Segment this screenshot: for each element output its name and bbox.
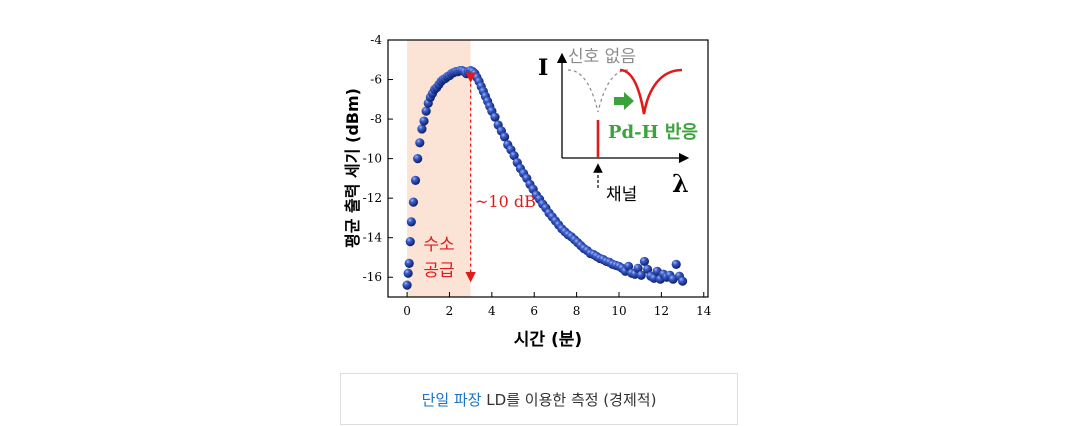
data-points [402,66,688,290]
no-signal-curve [567,69,629,113]
data-point [402,280,412,290]
data-point [413,154,423,164]
y-tick-label: -16 [363,270,382,284]
inset-wavelength-label: λ [672,169,689,198]
data-point [410,175,421,185]
data-point [643,264,653,274]
peak-to-floor-label: ~10 dB [475,192,536,211]
x-tick-label: 4 [488,304,496,318]
data-point [417,124,427,134]
inset-intensity-label: I [538,55,548,81]
figure-caption: 단일 파장 LD를 이용한 측정 (경제적) [340,373,738,425]
data-point [403,268,413,278]
x-tick-label: 10 [611,304,626,318]
chart-figure: 0 2 4 6 8 10 12 14-4-6-8-10-12-14-16 ~10 dB 수소 … [343,33,712,350]
caption-highlight: 단일 파장 [421,390,482,409]
x-tick-label: 14 [696,304,712,318]
data-point [509,151,519,161]
y-tick-label: -4 [370,33,382,47]
x-axis-label: 시간 (분) [514,330,582,350]
data-point [405,237,415,247]
data-point [404,258,414,268]
x-tick-label: 8 [573,304,581,318]
channel-label: 채널 [606,185,637,205]
data-point [408,197,419,207]
y-tick-label: -8 [370,112,382,126]
hydrogen-supply-label-line1: 수소 [423,235,454,255]
data-point [636,270,646,280]
x-tick-label: 6 [530,304,538,318]
x-tick-label: 2 [446,304,454,318]
data-point [633,263,643,273]
caption-text: LD를 이용한 측정 (경제적) [481,390,657,409]
y-tick-label: -12 [363,191,382,205]
shift-arrow-icon [614,92,634,110]
reaction-label: Pd-H 반응 [608,122,698,143]
plot-frame [387,39,709,298]
y-tick-label: -10 [363,152,382,166]
data-point [421,106,431,116]
reaction-curve [619,68,683,115]
no-signal-label: 신호 없음 [568,47,636,67]
data-point [415,138,425,148]
x-tick-label: 0 [403,304,411,318]
y-axis-label: 평균 출력 세기 (dBm) [343,88,362,248]
x-tick-label: 12 [654,304,669,318]
data-point [419,116,429,126]
data-point [406,217,416,227]
y-tick-label: -6 [370,73,382,87]
data-point [639,256,650,267]
data-point [490,112,500,122]
data-point [499,132,510,142]
data-point [677,276,688,286]
data-point [671,259,681,269]
data-point [623,261,634,271]
inset-schematic: I λ 신호 없음 Pd-H 반응 채널 [538,47,698,205]
hydrogen-supply-label-line2: 공급 [423,261,454,281]
axis-ticks: 0 2 4 6 8 10 12 14 -4 -6 -8 -10 -12 -14 -16 [363,33,712,318]
y-tick-label: -14 [363,231,383,245]
